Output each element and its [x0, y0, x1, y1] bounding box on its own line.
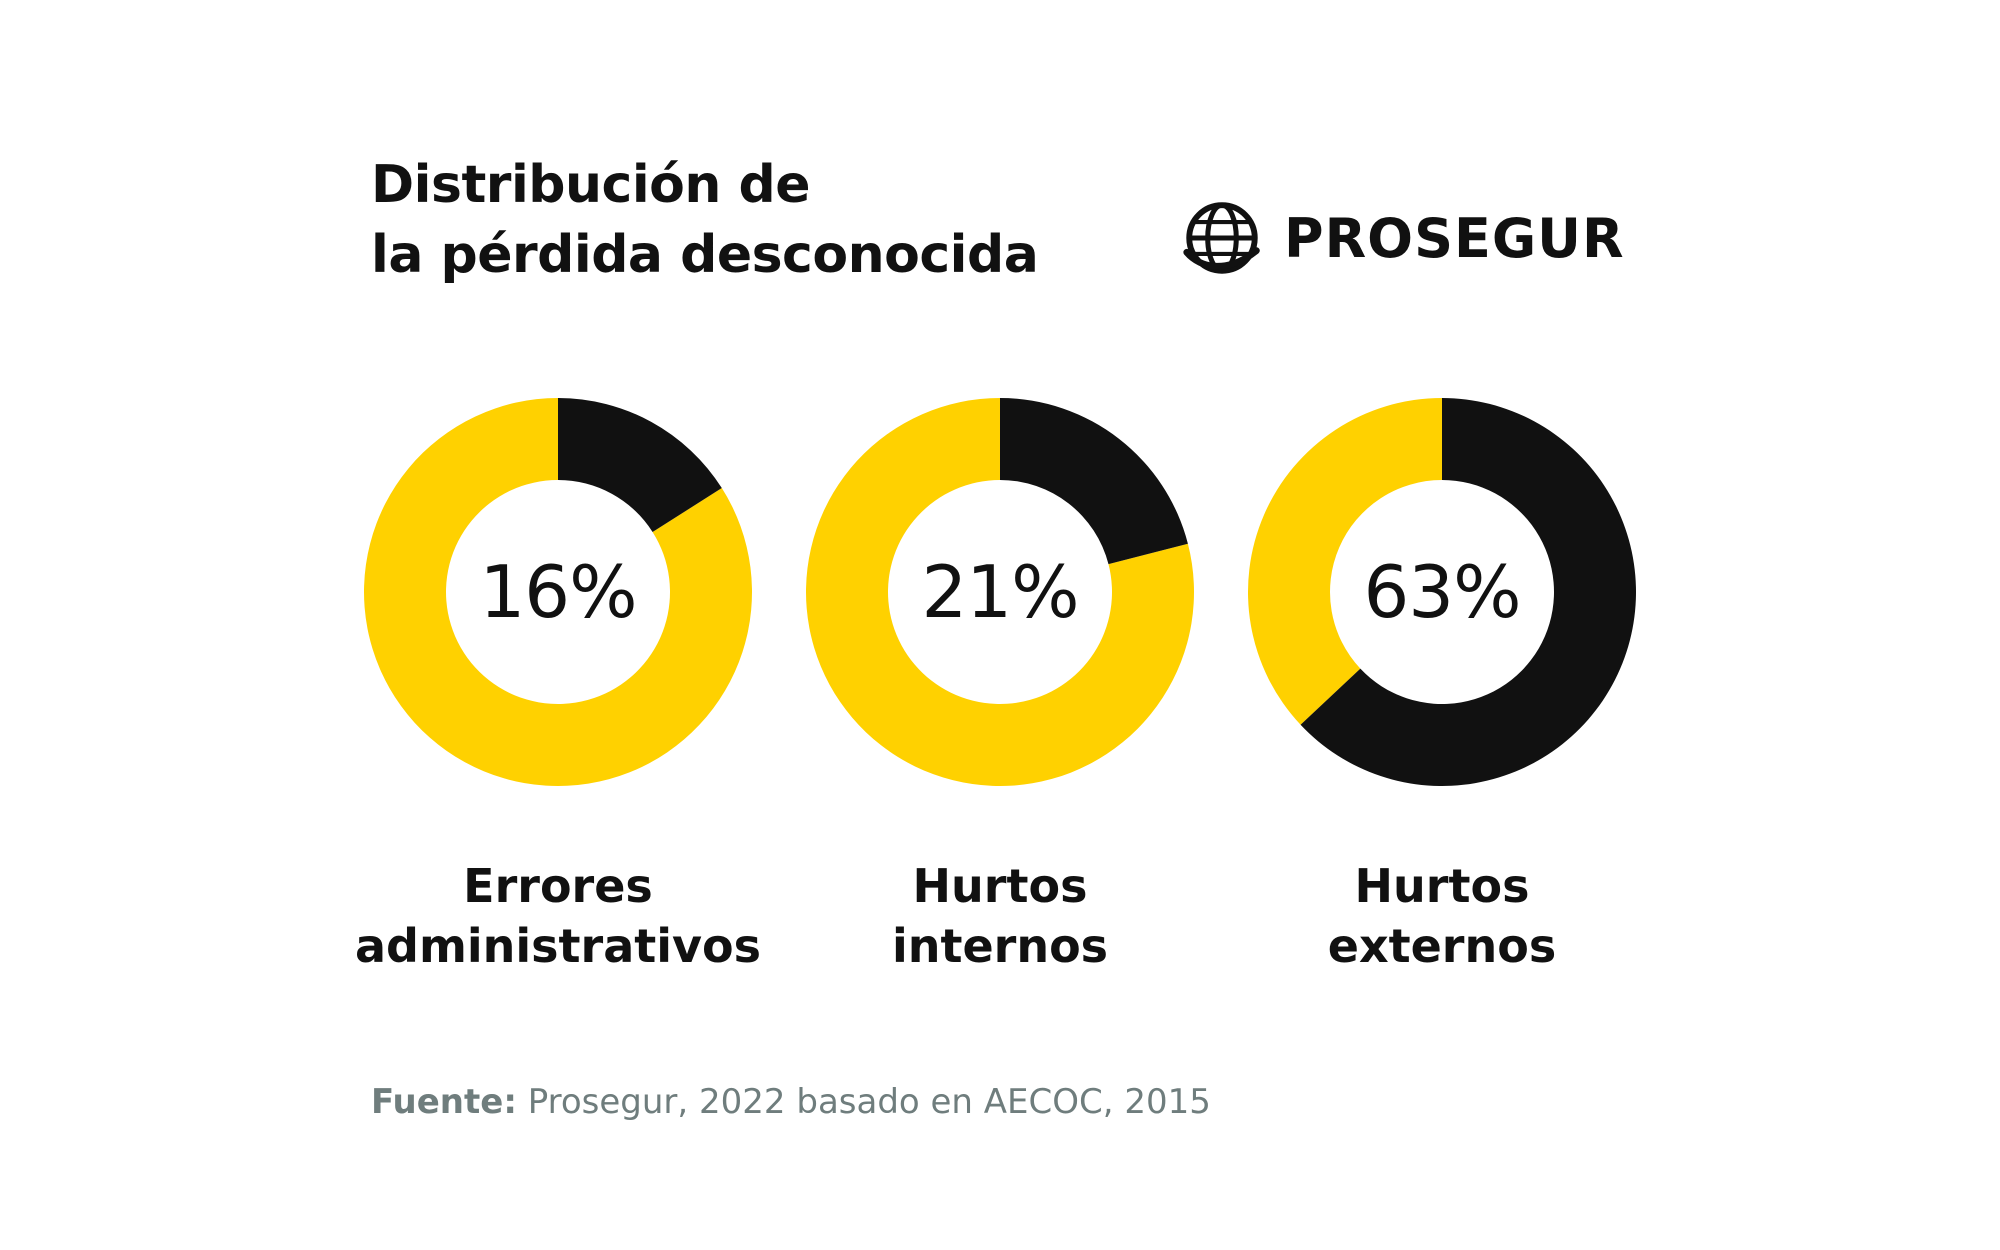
donut-errores-administrativos: 16% [364, 398, 752, 786]
donut-2-label-line-2: internos [891, 919, 1109, 973]
donut-1-remainder-segment [364, 398, 752, 786]
donut-3-remainder-segment [1248, 398, 1442, 725]
brand-logo: PROSEGUR [1180, 196, 1625, 280]
donut-1-label-line-1: Errores [463, 859, 653, 913]
chart-title-line-2: la pérdida desconocida [371, 225, 1039, 285]
donut-3-category-label: Hurtos externos [1212, 856, 1672, 976]
donut-1-label-line-2: administrativos [354, 919, 761, 973]
source-text: Prosegur, 2022 basado en AECOC, 2015 [516, 1082, 1211, 1122]
donut-hurtos-externos: 63% [1248, 398, 1636, 786]
donut-3-label-line-2: externos [1327, 919, 1557, 973]
donut-2-category-label: Hurtos internos [770, 856, 1230, 976]
donut-2-remainder-segment [806, 398, 1194, 786]
donut-2-value-label: 21% [921, 550, 1079, 634]
donut-chart-1 [364, 398, 752, 786]
donut-3-value-label: 63% [1363, 550, 1521, 634]
source-prefix: Fuente: [371, 1082, 517, 1122]
globe-icon [1183, 202, 1260, 274]
donut-chart-3 [1248, 398, 1636, 786]
donut-1-category-label: Errores administrativos [328, 856, 788, 976]
donut-1-value-segment [558, 398, 722, 532]
donut-2-label-line-1: Hurtos [912, 859, 1088, 913]
donut-1-value-label: 16% [479, 550, 637, 634]
donut-3-label-line-1: Hurtos [1354, 859, 1530, 913]
source-note: Fuente: Prosegur, 2022 basado en AECOC, … [371, 1082, 1211, 1122]
chart-title: Distribución de la pérdida desconocida [371, 150, 1131, 290]
brand-name: PROSEGUR [1284, 206, 1625, 270]
donut-3-value-segment [1300, 398, 1636, 786]
donut-2-value-segment [1000, 398, 1188, 565]
chart-title-line-1: Distribución de [371, 155, 811, 215]
donut-hurtos-internos: 21% [806, 398, 1194, 786]
donut-chart-2 [806, 398, 1194, 786]
